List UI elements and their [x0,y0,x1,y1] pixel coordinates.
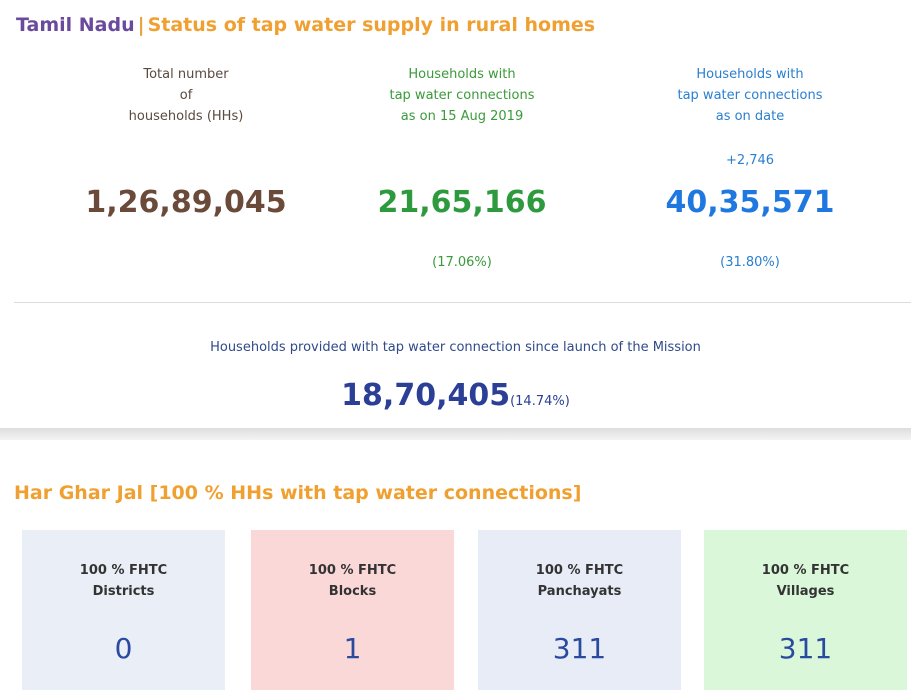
card-villages: 100 % FHTC Villages 311 [704,530,907,690]
stat-percent: (31.80%) [720,255,780,270]
card-label: 100 % FHTC [79,563,168,578]
stat-label: Total number [143,67,229,82]
stat-label: Households with [408,67,516,82]
section-title: Har Ghar Jal [100 % HHs with tap water c… [14,482,582,504]
stat-label: Households with [696,67,804,82]
card-label: 100 % FHTC [535,563,624,578]
card-districts: 100 % FHTC Districts 0 [22,530,225,690]
stat-label: tap water connections [677,88,823,103]
card-blocks: 100 % FHTC Blocks 1 [251,530,454,690]
card-value: 1 [343,632,362,665]
stat-percent: (17.06%) [432,255,492,270]
section-divider [0,428,911,440]
stat-total: Total number of households (HHs) 1,26,89… [36,64,336,218]
stat-label: as on date [715,109,785,124]
mission-label: Households provided with tap water conne… [210,340,701,355]
card-label: 100 % FHTC [761,563,850,578]
card-label: 100 % FHTC [308,563,397,578]
card-label: Blocks [328,584,377,599]
mission-stat: 18,70,405(14.74%) [0,378,911,413]
stat-value: 40,35,571 [665,185,835,220]
divider [14,302,911,303]
card-value: 311 [552,632,607,665]
separator: | [137,14,145,36]
header: Tamil Nadu | Status of tap water supply in… [16,14,595,36]
state-name: Tamil Nadu [16,14,135,36]
stat-label: tap water connections [389,88,535,103]
card-value: 311 [778,632,833,665]
mission-value: 18,70,405 [341,378,511,413]
card-label: Districts [92,584,155,599]
card-label: Panchayats [537,584,622,599]
stat-label: of [179,88,193,103]
stat-label: as on 15 Aug 2019 [400,109,524,124]
card-value: 0 [114,632,133,665]
header-title: Status of tap water supply in rural home… [147,14,596,36]
stat-today: Households with tap water connections as… [600,64,900,270]
mission-percent: (14.74%) [510,394,570,409]
card-panchayats: 100 % FHTC Panchayats 311 [478,530,681,690]
stat-change: +2,746 [725,153,775,168]
card-label: Villages [776,584,835,599]
stat-label: households (HHs) [128,109,244,124]
stat-value: 21,65,166 [377,185,547,220]
stat-2019: Households with tap water connections as… [312,64,612,270]
stat-value: 1,26,89,045 [85,185,287,220]
